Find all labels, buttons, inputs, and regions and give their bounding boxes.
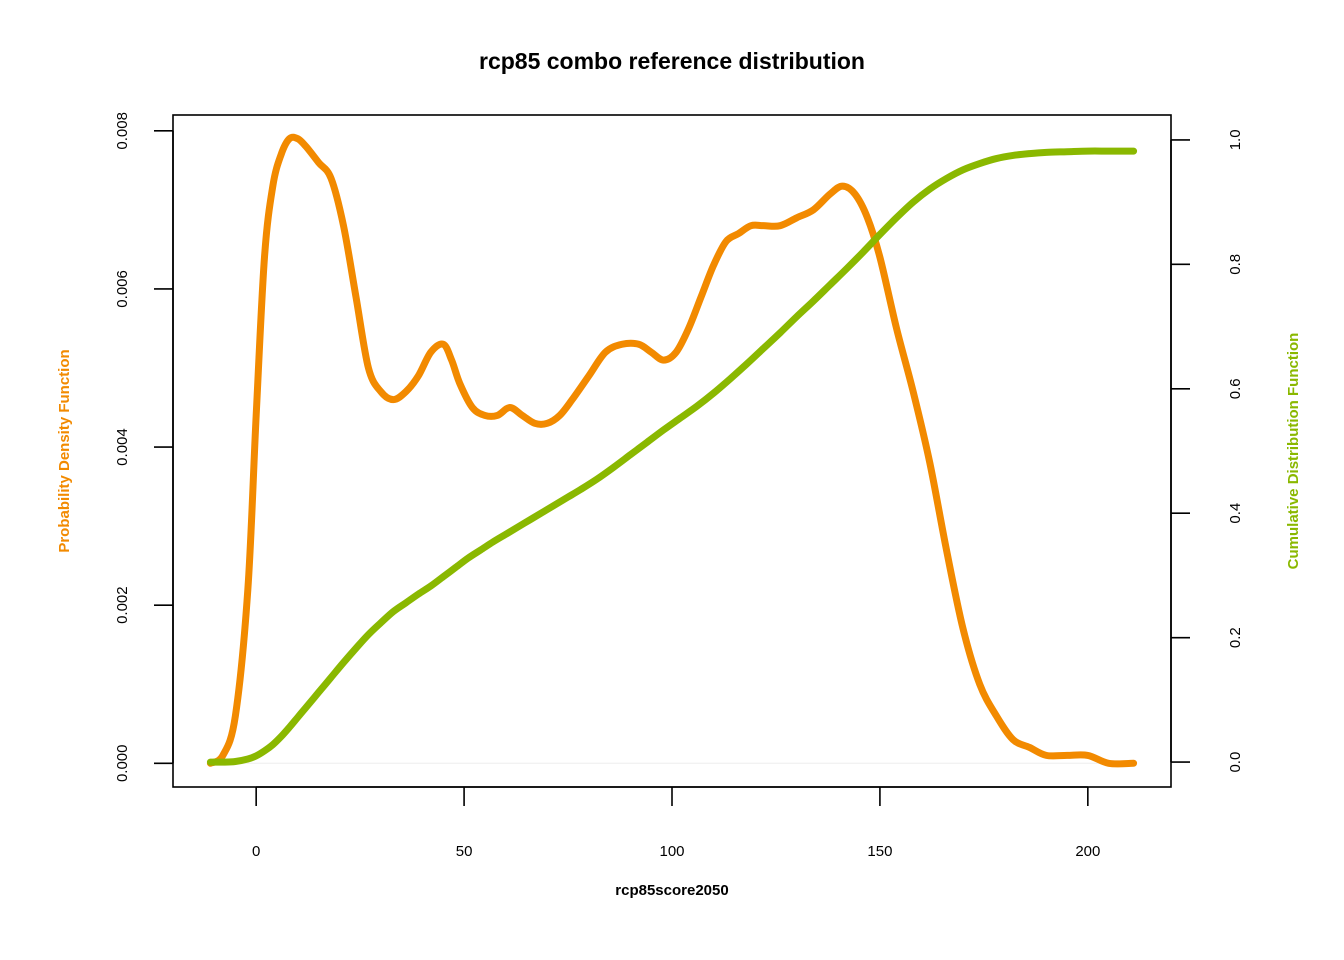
x-tick-label: 100 [659,843,684,860]
x-tick-label: 200 [1075,843,1100,860]
x-tick-label: 0 [252,843,260,860]
y-left-tick-label: 0.004 [114,428,131,466]
y-right-tick-label: 0.4 [1227,503,1244,524]
pdf-series-line [206,133,1138,768]
chart-title: rcp85 combo reference distribution [479,48,865,74]
y-right-axis-label: Cumulative Distribution Function [1285,333,1302,570]
x-axis-label: rcp85score2050 [615,882,728,899]
cdf-series-line [206,147,1138,766]
y-right-tick-label: 0.2 [1227,627,1244,648]
x-axis: 0 50 100 150 200 [252,786,1100,860]
x-tick-label: 50 [456,843,473,860]
y-right-tick-label: 0.6 [1227,378,1244,399]
y-right-tick-label: 0.8 [1227,254,1244,275]
y-left-axis-label: Probability Density Function [56,349,73,552]
y-right-tick-label: 1.0 [1227,129,1244,150]
y-left-axis: 0.000 0.002 0.004 0.006 0.008 [114,112,174,783]
y-right-tick-label: 0.0 [1227,752,1244,773]
y-left-tick-label: 0.002 [114,586,131,624]
y-left-tick-label: 0.006 [114,270,131,308]
y-left-tick-label: 0.008 [114,112,131,150]
y-right-axis: 0.0 0.2 0.4 0.6 0.8 1.0 [1170,129,1244,773]
y-left-tick-label: 0.000 [114,745,131,783]
x-tick-label: 150 [867,843,892,860]
